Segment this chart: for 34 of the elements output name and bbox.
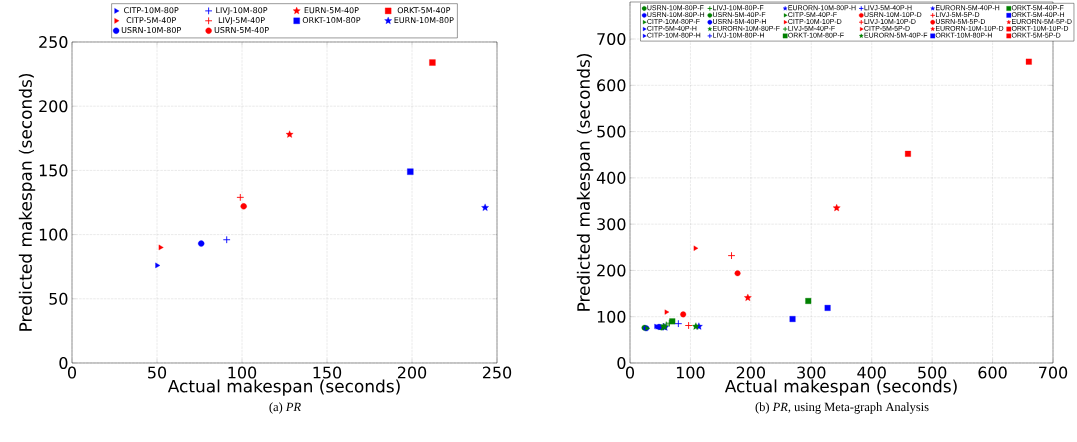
y-tick-label: 200 (39, 100, 68, 113)
y-tick-label: 200 (597, 264, 626, 277)
y-tick-label: 600 (597, 79, 626, 92)
y-tick-label: 700 (597, 33, 626, 46)
x-tick-label: 400 (857, 366, 886, 379)
x-tick-label: 0 (625, 366, 635, 379)
x-axis-title: Actual makespan (seconds) (724, 379, 957, 396)
x-axis-title: Actual makespan (seconds) (167, 379, 400, 396)
x-tick-label: 600 (978, 366, 1007, 379)
y-tick-label: 500 (597, 125, 626, 138)
y-tick-label: 150 (39, 164, 68, 177)
x-tick-label: 50 (148, 366, 167, 379)
x-tick-label: 250 (482, 366, 512, 379)
x-tick-label: 300 (797, 366, 826, 379)
y-axis-title: Predicted makespan (seconds) (18, 73, 36, 331)
y-tick-label: 300 (597, 218, 626, 231)
y-tick-label: 50 (49, 292, 68, 305)
x-tick-label: 100 (676, 366, 705, 379)
y-tick-label: 250 (39, 35, 68, 49)
x-tick-label: 200 (397, 366, 427, 379)
x-tick-label: 100 (228, 366, 257, 379)
text: (a) PR (269, 402, 301, 414)
x-tick-label: 700 (1039, 366, 1068, 379)
x-tick-label: 500 (918, 366, 947, 379)
y-tick-label: 400 (596, 171, 626, 184)
x-tick-label: 0 (67, 366, 77, 379)
y-tick-label: 100 (39, 228, 68, 241)
y-tick-label: 0 (59, 356, 68, 370)
x-tick-label: 200 (736, 366, 765, 379)
y-tick-label: 0 (617, 356, 626, 370)
y-tick-label: 100 (597, 310, 626, 323)
text: (b) PR, using Meta-graph Analysis (755, 402, 929, 414)
y-axis-title: Predicted makespan (seconds) (576, 53, 594, 311)
x-tick-label: 150 (313, 366, 342, 379)
